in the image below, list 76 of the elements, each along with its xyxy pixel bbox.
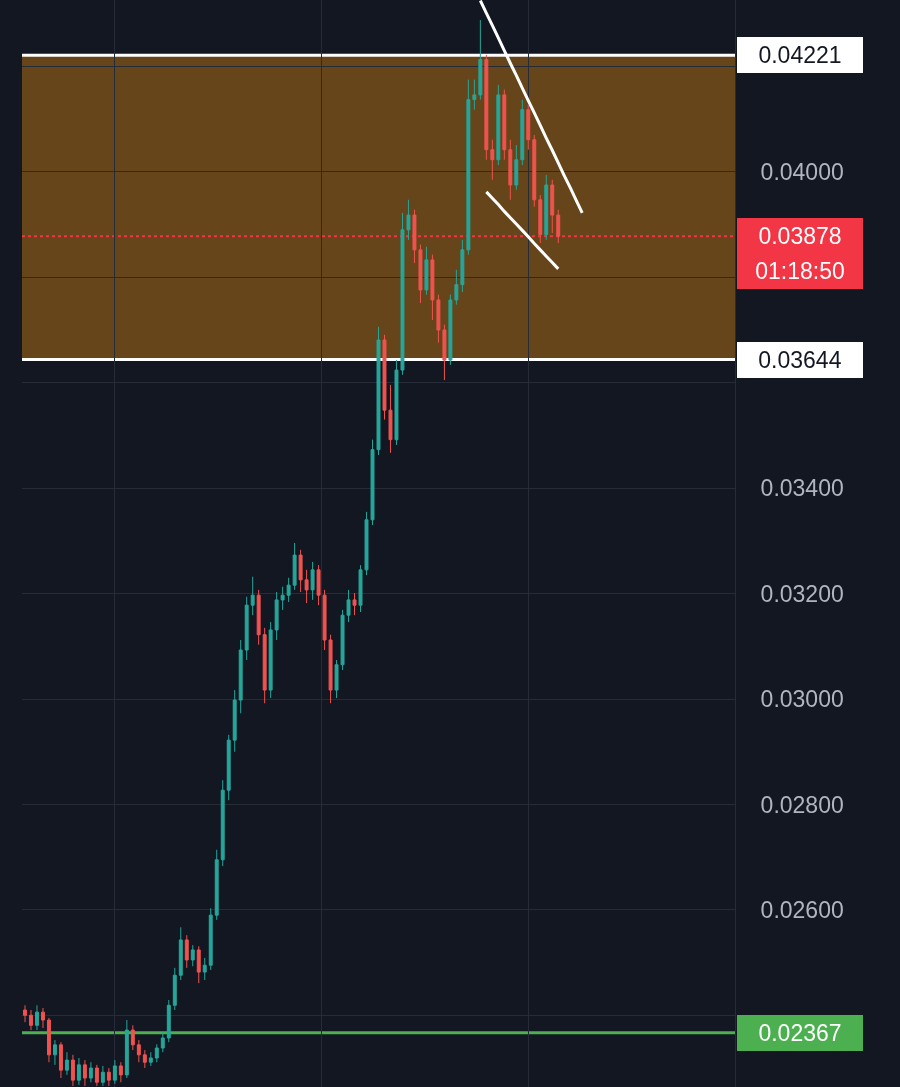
candlestick xyxy=(514,144,519,191)
candlestick xyxy=(166,999,171,1043)
text: 01:18:50 xyxy=(755,258,845,284)
candlestick xyxy=(538,194,543,244)
candlestick xyxy=(70,1054,75,1087)
candlestick xyxy=(220,779,225,867)
candlestick xyxy=(490,139,495,181)
candlestick xyxy=(484,54,489,161)
candlestick xyxy=(148,1051,153,1067)
candlestick xyxy=(35,1004,39,1031)
candlestick xyxy=(160,1031,165,1053)
candlestick xyxy=(208,907,213,971)
candlestick xyxy=(202,957,207,981)
candlestick xyxy=(292,542,297,591)
y-tick-label: 0.03000 xyxy=(760,686,844,713)
candlestick xyxy=(472,79,477,111)
candlestick xyxy=(172,967,177,1011)
ref-line-label: 0.03878 xyxy=(758,223,842,249)
candlestick xyxy=(41,1007,45,1029)
candlestick xyxy=(100,1065,105,1087)
candlestick xyxy=(310,561,315,601)
candlestick xyxy=(58,1041,63,1079)
candlestick xyxy=(244,596,249,661)
candlestick xyxy=(268,621,273,699)
candlestick xyxy=(286,577,291,603)
candlestick xyxy=(532,134,537,208)
candlestick xyxy=(94,1064,99,1087)
candlestick xyxy=(64,1051,69,1076)
candlestick xyxy=(550,179,555,234)
candlestick xyxy=(496,84,501,166)
candlestick xyxy=(46,1017,51,1063)
y-tick-label: 0.04000 xyxy=(760,158,844,185)
candlestick xyxy=(112,1059,117,1085)
candlestick xyxy=(226,734,231,801)
y-tick-label: 0.02800 xyxy=(760,791,844,818)
candlestick xyxy=(118,1061,123,1083)
candlestick xyxy=(352,592,357,616)
ref-line-label: 0.03644 xyxy=(758,347,842,373)
candlestick xyxy=(124,1019,129,1079)
y-tick-label: 0.03200 xyxy=(760,580,844,607)
candlestick xyxy=(262,627,267,704)
candlestick xyxy=(52,1039,57,1066)
candlestick xyxy=(238,639,243,714)
candlestick xyxy=(154,1043,159,1063)
ref-line-label: 0.02367 xyxy=(758,1020,842,1046)
candlestick xyxy=(130,1024,135,1051)
candlestick xyxy=(508,139,513,201)
candlestick xyxy=(256,589,261,646)
candlestick xyxy=(142,1049,147,1069)
candlestick xyxy=(184,934,189,969)
candlestick xyxy=(502,89,507,161)
candlestick xyxy=(274,591,279,641)
ref-line-label: 0.04221 xyxy=(758,42,842,68)
candlestick xyxy=(544,174,549,241)
candlestick xyxy=(520,99,525,166)
candlestick xyxy=(88,1061,93,1083)
candlestick xyxy=(76,1057,81,1086)
candlestick xyxy=(214,849,219,921)
candlestick xyxy=(23,1004,27,1023)
candlestick xyxy=(178,926,183,981)
y-tick-label: 0.02600 xyxy=(760,896,844,923)
candlestick xyxy=(556,209,561,244)
candlestick xyxy=(136,1039,141,1063)
candlestick xyxy=(82,1059,87,1087)
candlestick xyxy=(196,945,201,984)
candlestick xyxy=(478,19,483,101)
candlestick xyxy=(280,586,285,611)
candlestick xyxy=(232,689,237,753)
candlestick xyxy=(190,944,195,967)
y-tick-label: 0.03400 xyxy=(760,475,844,502)
candlestick xyxy=(250,576,255,616)
candlestick xyxy=(29,1009,33,1031)
candlestick xyxy=(424,246,429,296)
line-series xyxy=(484,190,560,271)
candlestick xyxy=(526,104,531,151)
candlestick xyxy=(106,1067,111,1087)
